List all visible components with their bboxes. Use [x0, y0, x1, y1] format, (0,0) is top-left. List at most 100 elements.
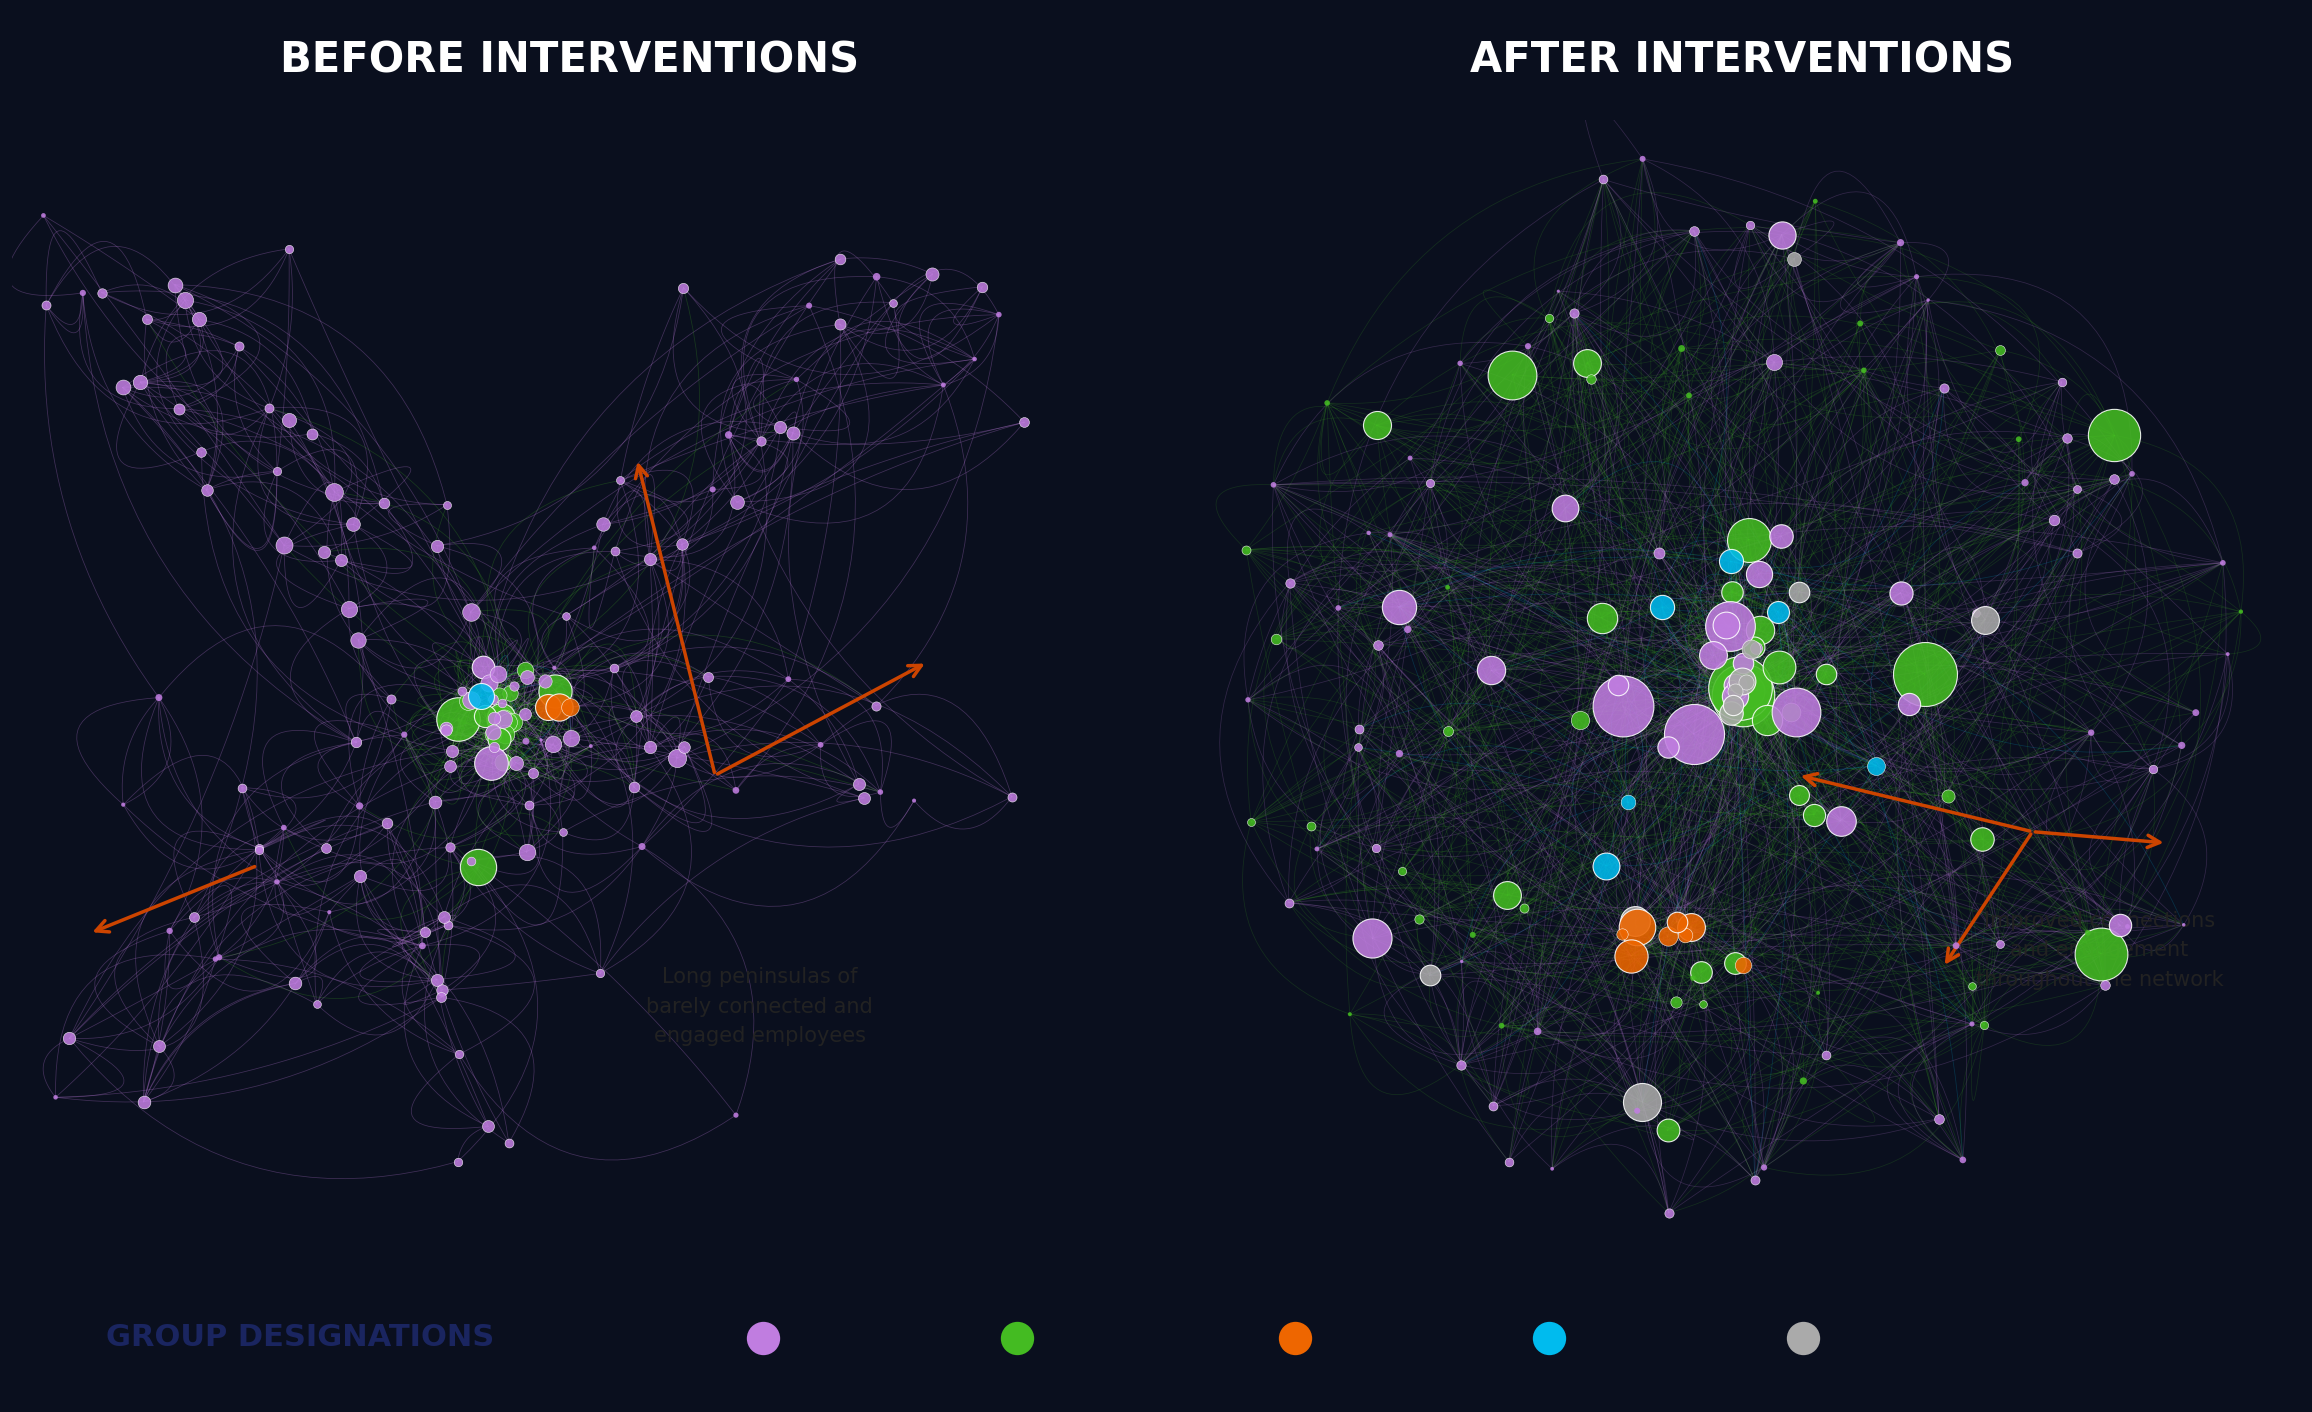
Point [160, 397, 197, 419]
Point [51, 1027, 88, 1049]
Point [1759, 655, 1796, 678]
Point [197, 947, 234, 970]
Point [476, 706, 513, 729]
Point [1882, 232, 1919, 254]
Point [2102, 914, 2139, 936]
Point [1713, 702, 1750, 724]
Point [428, 493, 465, 515]
Point [104, 376, 141, 398]
Point [65, 281, 102, 304]
Point [486, 751, 523, 774]
Point [483, 707, 520, 730]
Point [1713, 551, 1750, 573]
Point [428, 717, 465, 740]
Point [1533, 1158, 1570, 1180]
Point [1584, 168, 1621, 191]
Point [1350, 521, 1387, 544]
Point [1623, 148, 1660, 171]
Point [1341, 717, 1378, 740]
Point [1605, 695, 1642, 717]
Point [1796, 189, 1833, 212]
Point [506, 702, 543, 724]
Point [2203, 552, 2240, 575]
Point [1332, 1003, 1369, 1025]
Point [1755, 350, 1792, 373]
Point [1588, 854, 1625, 877]
Point [1725, 683, 1762, 706]
Point [596, 657, 633, 679]
Point [1734, 638, 1771, 661]
Point [486, 707, 523, 730]
Point [2097, 469, 2134, 491]
Point [775, 422, 812, 445]
Point [527, 669, 564, 692]
Point [166, 288, 203, 311]
Point [386, 723, 423, 746]
Point [548, 604, 585, 627]
Point [1359, 634, 1396, 657]
Point [1759, 600, 1796, 623]
Point [509, 730, 546, 753]
Point [1727, 671, 1764, 693]
Point [2083, 942, 2120, 964]
Point [964, 275, 1001, 298]
Point [980, 304, 1017, 326]
Point [474, 723, 511, 746]
Point [298, 993, 335, 1015]
Point [1258, 627, 1295, 650]
Point [423, 986, 460, 1008]
Point [492, 713, 529, 736]
Point [372, 688, 409, 710]
Point [1355, 928, 1392, 950]
Point [495, 710, 532, 733]
Point [453, 602, 490, 624]
Point [2069, 922, 2106, 945]
Point [1725, 955, 1762, 977]
Point [150, 919, 187, 942]
Point [1746, 1156, 1783, 1179]
Point [1568, 352, 1605, 374]
Point [666, 277, 703, 299]
Point [509, 665, 546, 688]
Point [1491, 1151, 1528, 1173]
Point [1981, 339, 2018, 361]
Point [492, 682, 529, 705]
Point [1718, 685, 1755, 707]
Point [1618, 916, 1655, 939]
Point [1639, 542, 1676, 565]
Point [104, 794, 141, 816]
Point [1891, 693, 1928, 716]
Point [1505, 897, 1542, 919]
Point [240, 837, 277, 860]
Point [465, 655, 502, 678]
Point [342, 795, 379, 818]
Point [294, 422, 331, 445]
Point [1475, 1094, 1512, 1117]
Point [925, 374, 962, 397]
Point [476, 736, 513, 758]
Point [1732, 213, 1769, 236]
Point [1510, 335, 1547, 357]
Point [317, 480, 354, 503]
Point [1383, 860, 1420, 882]
Point [305, 541, 342, 563]
Point [497, 751, 534, 774]
Point [462, 685, 499, 707]
Point [187, 479, 224, 501]
Point [624, 836, 661, 858]
Point [1944, 1148, 1981, 1171]
Point [1651, 1202, 1688, 1224]
Point [490, 710, 527, 733]
Point [1931, 785, 1968, 808]
Point [1489, 884, 1526, 907]
Point [2134, 757, 2171, 779]
Point [689, 665, 726, 688]
Point [1713, 693, 1750, 716]
Point [141, 1035, 178, 1058]
Point [553, 727, 590, 750]
Point [1667, 923, 1704, 946]
Point [479, 662, 516, 685]
Point [180, 308, 217, 330]
Point [1796, 803, 1833, 826]
Point [763, 415, 800, 438]
